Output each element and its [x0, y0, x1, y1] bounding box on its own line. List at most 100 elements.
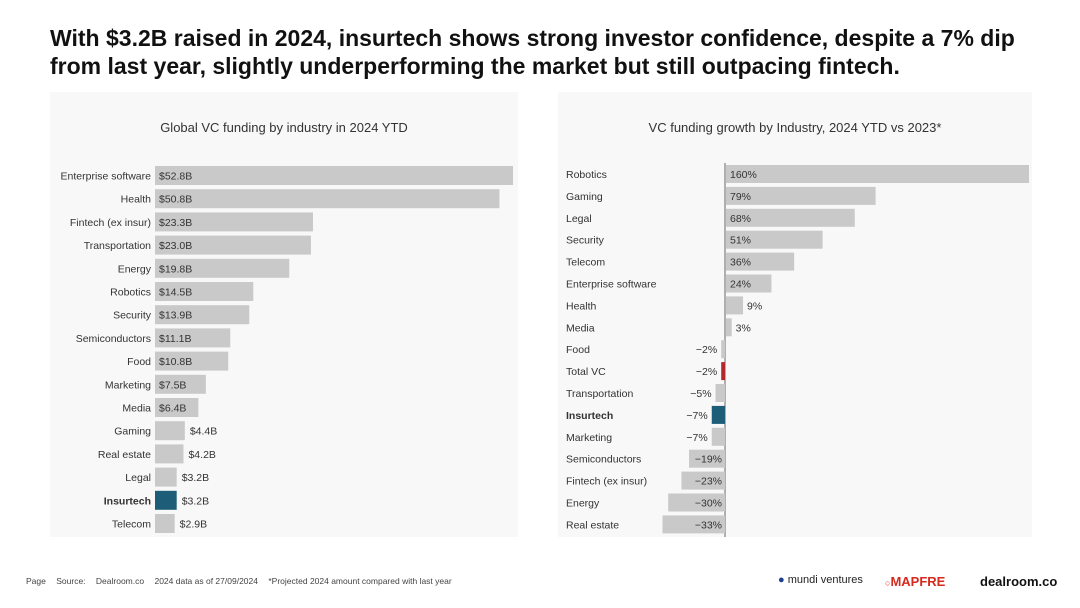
value-label: −23% — [695, 476, 722, 488]
footer: Page Source: Dealroom.co 2024 data as of… — [26, 576, 460, 586]
value-label: $13.9B — [159, 310, 192, 322]
bar — [155, 490, 177, 510]
bar — [726, 230, 823, 249]
category-label: Energy — [566, 498, 600, 510]
category-label: Legal — [566, 213, 592, 225]
bar — [726, 186, 876, 205]
bar — [726, 318, 732, 337]
bar — [726, 252, 795, 271]
bar — [155, 258, 290, 278]
category-label: Telecom — [112, 519, 151, 531]
value-label: $52.8B — [159, 171, 192, 183]
category-label: Security — [113, 310, 152, 322]
value-label: $3.2B — [182, 472, 209, 484]
category-label: Transportation — [84, 240, 151, 252]
value-label: $23.0B — [159, 240, 192, 252]
bar — [155, 166, 513, 185]
value-label: −7% — [686, 410, 707, 422]
value-label: −2% — [696, 344, 717, 356]
value-label: 24% — [730, 279, 751, 291]
bar — [155, 467, 177, 487]
value-label: −5% — [690, 388, 711, 400]
category-label: Gaming — [114, 426, 151, 438]
category-label: Robotics — [566, 169, 607, 181]
value-label: −7% — [686, 432, 707, 444]
growth-chart-title: VC funding growth by Industry, 2024 YTD … — [648, 120, 942, 135]
bar — [155, 421, 185, 441]
category-label: Insurtech — [566, 410, 613, 422]
category-label: Enterprise software — [61, 171, 152, 183]
dealroom-logo: dealroom.co — [980, 574, 1058, 589]
bar — [711, 427, 725, 446]
category-label: Gaming — [566, 191, 603, 203]
bar — [726, 165, 1029, 183]
mundi-ventures-logo: ● mundi ventures — [778, 574, 863, 586]
value-label: 51% — [730, 235, 751, 247]
page-label: Page — [26, 576, 46, 586]
value-label: 160% — [730, 169, 757, 181]
bar — [681, 471, 725, 490]
bar — [726, 296, 744, 315]
bar — [155, 328, 231, 348]
date-note: 2024 data as of 27/09/2024 — [154, 576, 258, 586]
category-label: Health — [566, 300, 597, 312]
bar — [721, 362, 725, 381]
mapfre-mark-icon: ○ — [885, 578, 891, 588]
category-label: Transportation — [566, 388, 633, 400]
value-label: $23.3B — [159, 217, 192, 229]
category-label: Media — [566, 322, 595, 334]
globe-icon: ● — [778, 574, 785, 586]
category-label: Legal — [125, 472, 151, 484]
category-label: Semiconductors — [566, 454, 641, 466]
category-label: Marketing — [105, 379, 151, 391]
bar — [155, 305, 250, 325]
category-label: Food — [127, 356, 151, 368]
bar — [155, 212, 313, 232]
value-label: $11.1B — [159, 333, 192, 345]
bar — [726, 274, 772, 293]
category-label: Total VC — [566, 366, 606, 378]
bar — [155, 398, 199, 417]
value-label: $19.8B — [159, 263, 192, 275]
bar — [662, 515, 725, 534]
bar — [668, 493, 725, 512]
category-label: Security — [566, 235, 605, 247]
mapfre-logo: ○MAPFRE — [885, 574, 945, 589]
bar — [721, 340, 725, 359]
funding-chart: Enterprise software $52.8B Health $50.8B Fin… — [61, 166, 513, 533]
bar — [689, 449, 725, 468]
value-label: $2.9B — [180, 519, 207, 531]
bar — [155, 374, 206, 394]
value-label: 3% — [736, 322, 751, 334]
value-label: $14.5B — [159, 287, 192, 299]
category-label: Telecom — [566, 257, 605, 269]
category-label: Fintech (ex insur) — [70, 217, 151, 229]
value-label: 36% — [730, 257, 751, 269]
category-label: Enterprise software — [566, 279, 657, 291]
bar — [155, 351, 229, 371]
value-label: −2% — [696, 366, 717, 378]
bar — [711, 405, 725, 424]
value-label: −19% — [695, 454, 722, 466]
headline: With $3.2B raised in 2024, insurtech sho… — [50, 25, 1015, 79]
bar — [726, 208, 855, 227]
value-label: $10.8B — [159, 356, 192, 368]
mapfre-logo-text: MAPFRE — [890, 574, 946, 589]
category-label: Insurtech — [104, 495, 151, 507]
bar — [155, 444, 184, 464]
category-label: Fintech (ex insur) — [566, 476, 647, 488]
value-label: −33% — [695, 519, 722, 531]
category-label: Robotics — [110, 287, 151, 299]
value-label: $4.4B — [190, 426, 217, 438]
growth-chart-panel: VC funding growth by Industry, 2024 YTD … — [558, 92, 1032, 537]
growth-chart: Robotics 160% Gaming 79% Legal 68% Security 51%… — [566, 163, 1029, 537]
value-label: $3.2B — [182, 495, 209, 507]
value-label: $7.5B — [159, 379, 186, 391]
bar — [155, 282, 254, 301]
value-label: 68% — [730, 213, 751, 225]
value-label: $6.4B — [159, 403, 186, 415]
category-label: Marketing — [566, 432, 612, 444]
value-label: 79% — [730, 191, 751, 203]
value-label: $50.8B — [159, 194, 192, 206]
category-label: Health — [121, 194, 152, 206]
